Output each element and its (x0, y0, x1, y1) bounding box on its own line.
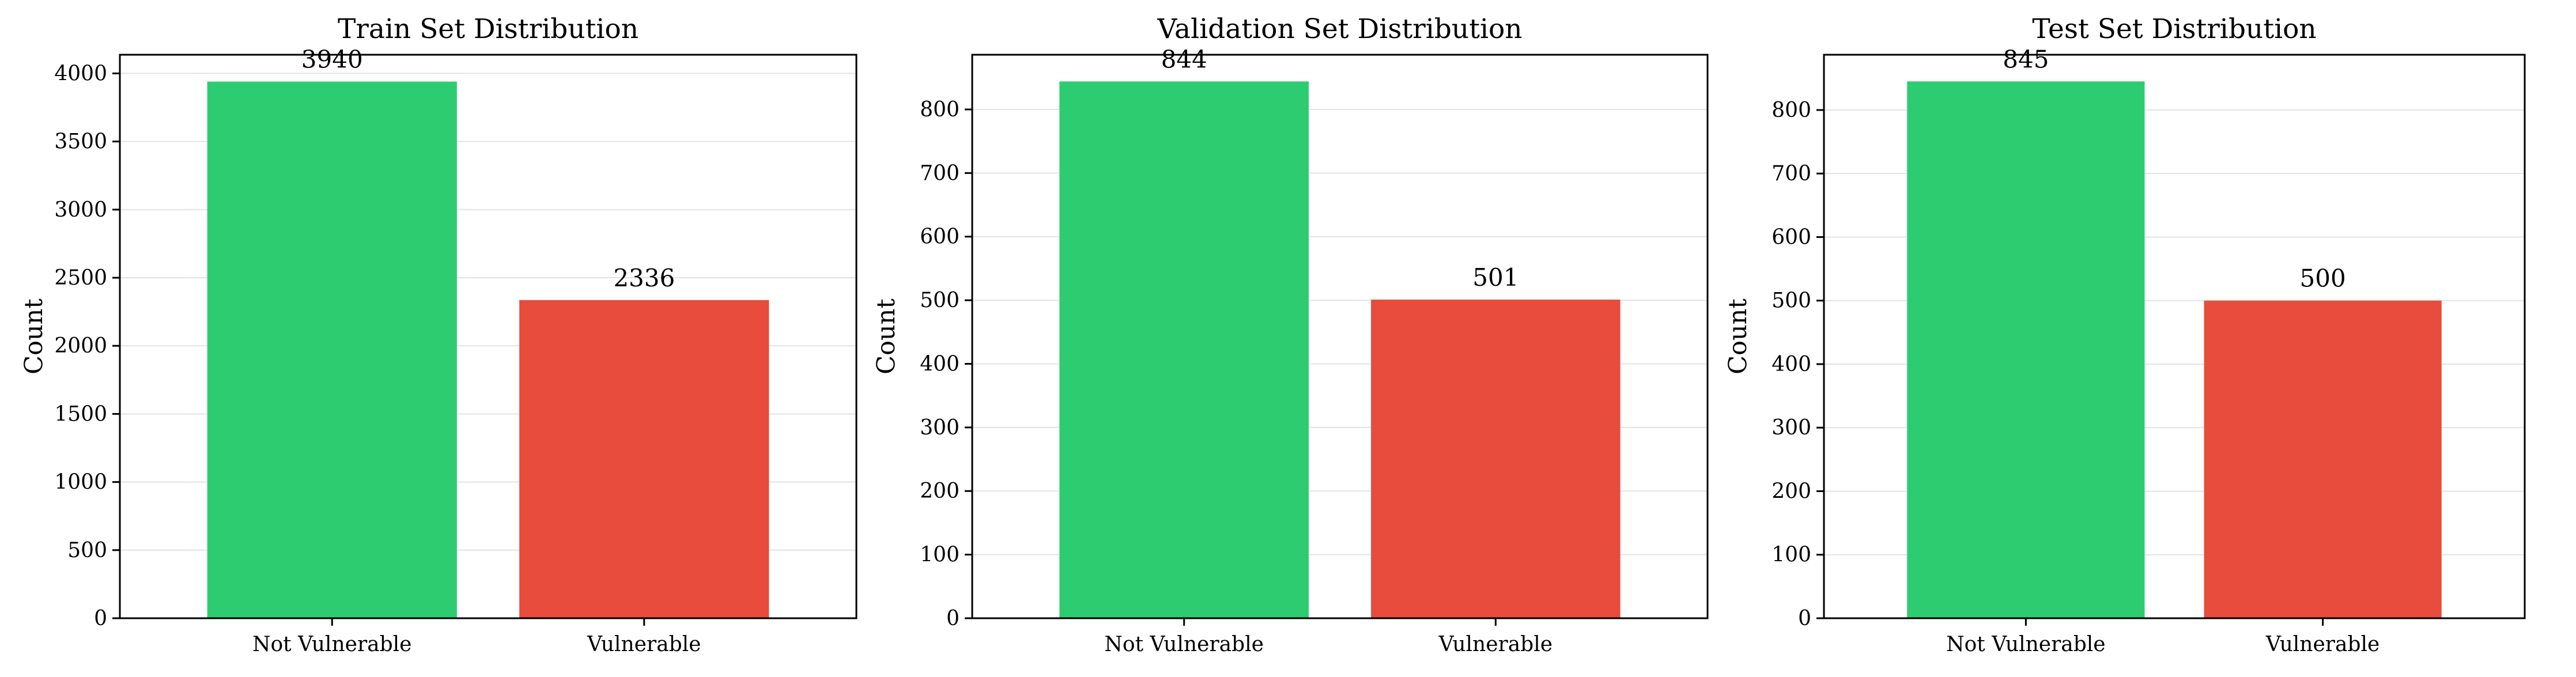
y-tick-label: 0 (946, 607, 960, 630)
y-tick-label: 200 (920, 479, 960, 503)
y-tick-label: 2500 (54, 266, 107, 290)
y-tick-label: 1500 (54, 402, 107, 426)
y-axis-label: Count (1724, 298, 1752, 374)
x-tick-label: Vulnerable (2265, 633, 2379, 656)
y-tick-label: 300 (920, 416, 960, 440)
y-tick-label: 100 (1772, 543, 1811, 567)
y-tick-label: 400 (1772, 353, 1811, 376)
bar-vulnerable (2204, 300, 2442, 618)
y-tick-label: 4000 (54, 62, 107, 85)
x-tick-label: Not Vulnerable (252, 633, 412, 656)
bar-vulnerable (519, 300, 769, 618)
y-tick-label: 0 (94, 607, 107, 630)
axes-frame (1823, 54, 2526, 619)
axes-frame (971, 54, 1709, 619)
y-tick-label: 1000 (54, 471, 107, 494)
axes-frame (119, 54, 858, 619)
x-tick-label: Not Vulnerable (1104, 633, 1264, 656)
data-label: 501 (1472, 263, 1519, 292)
data-label: 845 (2003, 45, 2049, 73)
y-tick-label: 400 (920, 352, 960, 376)
bar-not-vulnerable (207, 81, 457, 619)
y-tick-label: 500 (1772, 289, 1811, 313)
y-axis-label: Count (872, 298, 901, 374)
y-tick-label: 3500 (54, 130, 107, 154)
y-axis-label: Count (20, 298, 48, 374)
y-tick-label: 2000 (54, 334, 107, 358)
y-tick-label: 800 (920, 98, 960, 122)
y-tick-label: 300 (1772, 416, 1811, 440)
y-tick-label: 700 (920, 161, 960, 185)
chart-title: Test Set Distribution (2032, 13, 2316, 45)
y-tick-label: 500 (67, 539, 107, 562)
chart-title: Validation Set Distribution (1157, 13, 1522, 45)
x-tick-label: Not Vulnerable (1946, 633, 2106, 656)
y-tick-label: 0 (1798, 607, 1811, 630)
data-label: 500 (2300, 264, 2346, 293)
bar-not-vulnerable (1907, 81, 2145, 618)
x-tick-label: Vulnerable (587, 633, 701, 656)
y-tick-label: 200 (1772, 479, 1811, 503)
chart-title: Train Set Distribution (338, 13, 639, 45)
y-tick-label: 800 (1772, 99, 1811, 122)
bar-vulnerable (1371, 299, 1621, 618)
y-tick-label: 600 (920, 225, 960, 249)
y-tick-label: 500 (920, 289, 960, 312)
data-label: 2336 (613, 264, 675, 292)
y-tick-label: 700 (1772, 162, 1811, 186)
data-label: 3940 (301, 46, 363, 74)
data-label: 844 (1161, 45, 1207, 73)
y-tick-label: 3000 (54, 198, 107, 222)
bar-not-vulnerable (1059, 81, 1309, 618)
y-tick-label: 600 (1772, 225, 1811, 249)
x-tick-label: Vulnerable (1438, 633, 1553, 656)
y-tick-label: 100 (920, 543, 960, 567)
